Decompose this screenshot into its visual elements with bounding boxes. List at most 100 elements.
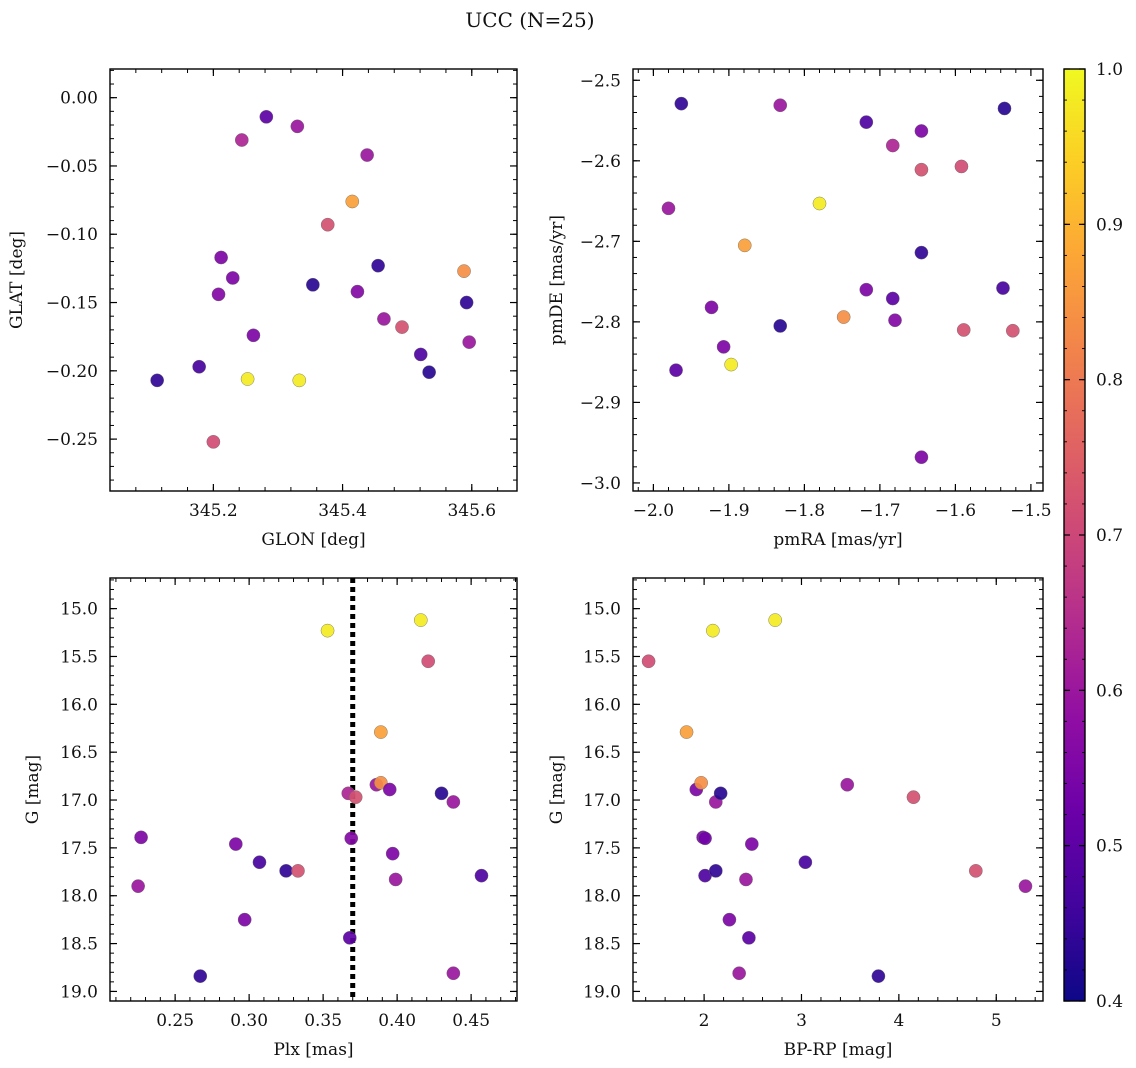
colorbar-tick-label: 0.9 bbox=[1096, 215, 1123, 235]
scatter-point bbox=[698, 831, 712, 846]
axes-frame bbox=[632, 577, 1044, 1002]
scatter-point bbox=[713, 786, 728, 801]
scatter-point bbox=[290, 119, 305, 134]
scatter-point bbox=[344, 831, 359, 846]
scatter-point bbox=[745, 837, 759, 851]
colorbar-tick-label: 0.5 bbox=[1096, 837, 1123, 857]
scatter-point bbox=[462, 335, 476, 349]
y-tick-label: 18.5 bbox=[583, 935, 621, 955]
x-tick-label: 5 bbox=[991, 1011, 1002, 1031]
scatter-point bbox=[388, 872, 403, 887]
scatter-point bbox=[708, 864, 723, 878]
scatter-point bbox=[252, 855, 267, 870]
colorbar: 0.4 0.5 0.6 0.7 0.8 0.9 1.0 bbox=[1063, 60, 1123, 1012]
scatter-point bbox=[413, 347, 428, 362]
y-tick-label: 16.5 bbox=[583, 743, 621, 763]
y-tick-label: 18.0 bbox=[583, 887, 621, 907]
y-tick-label: 19.0 bbox=[583, 982, 621, 1002]
scatter-point bbox=[694, 776, 708, 790]
x-axis-label: Plx [mas] bbox=[273, 1040, 353, 1060]
scatter-point bbox=[1018, 879, 1033, 893]
scatter-point bbox=[413, 613, 428, 627]
scatter-point bbox=[674, 96, 689, 111]
x-tick-label: 345.6 bbox=[447, 501, 496, 521]
scatter-point bbox=[954, 159, 969, 174]
x-tick-label: 3 bbox=[796, 1011, 807, 1031]
y-tick-label: −0.05 bbox=[46, 157, 98, 177]
colorbar-tick-label: 0.6 bbox=[1096, 681, 1123, 701]
scatter-point bbox=[669, 363, 683, 377]
colorbar-tick-label: 0.4 bbox=[1096, 992, 1123, 1012]
scatter-point bbox=[292, 373, 307, 388]
scatter-point bbox=[716, 340, 731, 354]
colorbar-tick-label: 0.8 bbox=[1096, 371, 1123, 391]
figure-title: UCC (N=25) bbox=[465, 8, 594, 32]
scatter-point bbox=[474, 868, 489, 883]
scatter-point bbox=[914, 162, 929, 177]
scatter-point bbox=[773, 319, 788, 333]
scatter-point bbox=[768, 613, 782, 627]
scatter-point bbox=[377, 312, 391, 326]
scatter-point bbox=[342, 931, 357, 945]
x-tick-label: −1.6 bbox=[935, 501, 976, 521]
scatter-point bbox=[385, 846, 400, 861]
colorbar-gradient bbox=[1064, 69, 1085, 1001]
scatter-point bbox=[240, 372, 255, 386]
x-tick-label: 0.40 bbox=[378, 1011, 416, 1031]
scatter-point bbox=[914, 245, 929, 260]
scatter-point bbox=[661, 201, 676, 216]
y-tick-label: 18.0 bbox=[60, 887, 98, 907]
scatter-point bbox=[871, 969, 886, 983]
y-tick-label: 15.5 bbox=[60, 647, 98, 667]
scatter-point bbox=[192, 359, 206, 374]
y-tick-label: 17.0 bbox=[583, 791, 621, 811]
y-tick-label: 15.5 bbox=[583, 647, 621, 667]
scatter-point bbox=[1005, 323, 1020, 338]
x-tick-label: 0.25 bbox=[156, 1011, 194, 1031]
scatter-point bbox=[371, 258, 385, 273]
scatter-point bbox=[446, 795, 461, 809]
x-tick-label: −1.8 bbox=[784, 501, 825, 521]
x-tick-label: −1.7 bbox=[859, 501, 900, 521]
scatter-point bbox=[956, 323, 971, 337]
axes-frame bbox=[109, 68, 518, 492]
scatter-point bbox=[969, 864, 983, 878]
scatter-point bbox=[798, 855, 813, 870]
scatter-point bbox=[214, 250, 228, 265]
axes-frame bbox=[109, 577, 518, 1002]
y-tick-label: 0.00 bbox=[60, 89, 98, 109]
x-tick-label: 0.35 bbox=[304, 1011, 342, 1031]
y-axis-label: G [mag] bbox=[547, 755, 567, 824]
y-axis-label: pmDE [mas/yr] bbox=[547, 215, 567, 345]
x-axis-label: GLON [deg] bbox=[261, 530, 365, 550]
scatter-point bbox=[704, 300, 719, 315]
scatter-point bbox=[859, 282, 874, 297]
scatter-point bbox=[225, 271, 240, 285]
scatter-point bbox=[812, 196, 827, 211]
scatter-point bbox=[237, 912, 252, 927]
scatter-point bbox=[836, 310, 851, 324]
scatter-point bbox=[306, 277, 320, 292]
y-tick-label: −0.25 bbox=[46, 430, 98, 450]
scatter-point bbox=[459, 295, 474, 310]
scatter-point bbox=[737, 238, 752, 253]
scatter-point bbox=[914, 124, 929, 138]
scatter-point bbox=[360, 148, 374, 162]
y-tick-label: 17.5 bbox=[583, 839, 621, 859]
colorbar-tick-label: 1.0 bbox=[1096, 60, 1123, 80]
y-tick-label: −2.6 bbox=[580, 152, 621, 172]
y-axis-label: G [mag] bbox=[23, 755, 43, 824]
x-tick-label: 345.2 bbox=[189, 501, 238, 521]
x-tick-label: −1.5 bbox=[1010, 501, 1051, 521]
scatter-point bbox=[773, 98, 788, 113]
scatter-point bbox=[885, 138, 900, 153]
scatter-points bbox=[661, 96, 1020, 464]
y-tick-label: 19.0 bbox=[60, 982, 98, 1002]
scatter-point bbox=[320, 217, 335, 232]
y-tick-label: 16.5 bbox=[60, 743, 98, 763]
scatter-point bbox=[291, 864, 305, 878]
y-tick-label: 16.0 bbox=[60, 695, 98, 715]
scatter-point bbox=[395, 320, 409, 334]
scatter-point bbox=[679, 725, 694, 739]
x-tick-label: 0.45 bbox=[452, 1011, 490, 1031]
